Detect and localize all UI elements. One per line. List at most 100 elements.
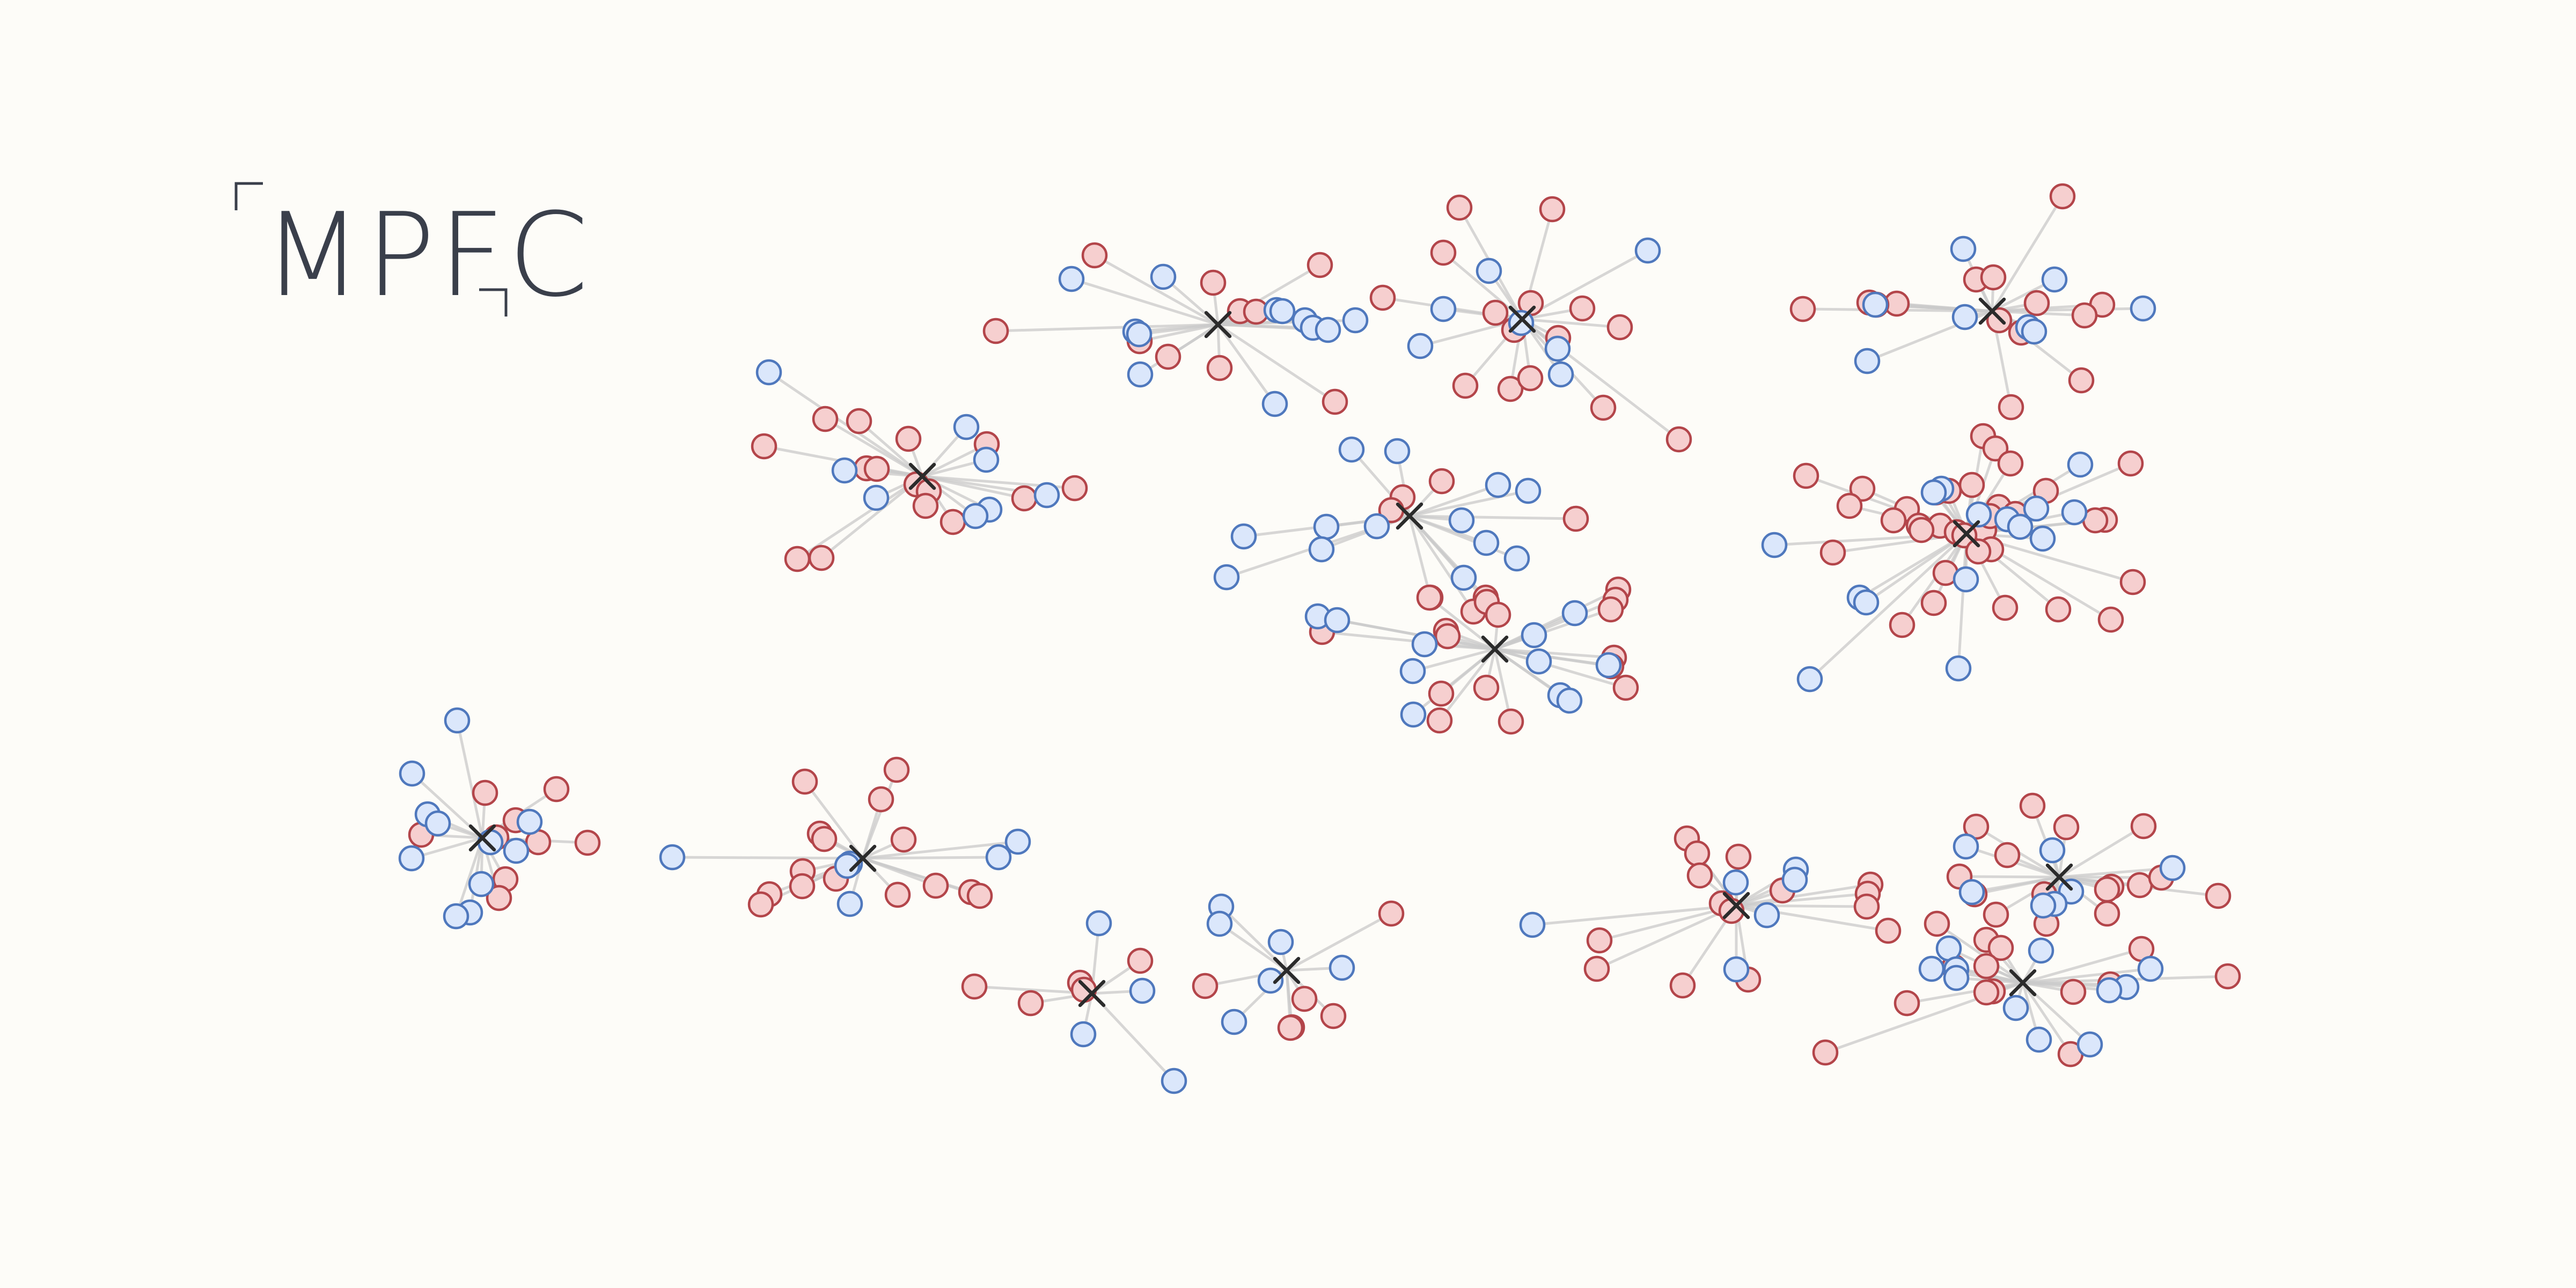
node-red (1428, 468, 1455, 495)
node-red (2119, 569, 2146, 595)
node-red (2060, 978, 2087, 1005)
node-blue (1521, 622, 1547, 649)
node-blue (443, 903, 469, 930)
centroid-stroke (849, 844, 877, 872)
node-red (1812, 1039, 1839, 1066)
node-red (2049, 183, 2076, 210)
node-red (1597, 596, 1624, 623)
node-red (1081, 242, 1108, 269)
node-red (1992, 594, 2019, 621)
centroid-stroke (1508, 305, 1536, 333)
edge-line (1093, 254, 1219, 326)
edge-line (768, 371, 923, 478)
centroid-stroke (1953, 520, 1980, 548)
centroid-layer (468, 297, 2073, 1007)
edge-line (1219, 922, 1288, 972)
node-red (1127, 947, 1154, 974)
centroid-stroke (1204, 311, 1232, 338)
node-blue (1953, 833, 1979, 860)
node-blue (985, 844, 1012, 871)
node-red (1973, 953, 2000, 980)
node-blue (2159, 855, 2186, 881)
node-red (1200, 269, 1227, 296)
node-red (1277, 1014, 1304, 1041)
node-blue (659, 844, 686, 871)
centroid-stroke (468, 824, 496, 852)
node-red (1987, 934, 2014, 961)
edge-line (1439, 648, 1496, 722)
edge-line (796, 475, 923, 561)
edge-line (1412, 647, 1495, 673)
node-red (1998, 394, 2024, 421)
node-blue (1127, 361, 1154, 388)
node-blue (1723, 956, 1750, 983)
edge-line (1991, 195, 2064, 312)
edge-line (1409, 514, 1576, 520)
cluster-centroid-marker (1078, 980, 1106, 1007)
node-blue (1515, 477, 1542, 504)
node-red (2117, 450, 2144, 477)
node-blue (398, 845, 425, 872)
centroid-stroke (1481, 635, 1509, 663)
node-blue (831, 457, 858, 484)
node-red (751, 433, 777, 460)
node-red (2045, 596, 2072, 623)
node-red (1606, 314, 1633, 341)
node-blue (1951, 304, 1978, 330)
node-blue (1315, 317, 1341, 343)
node-blue (2029, 525, 2056, 552)
node-blue (2030, 892, 2057, 919)
node-blue (1150, 263, 1177, 290)
node-red (1793, 462, 1819, 489)
edge-line (1494, 647, 1609, 667)
node-blue (1129, 977, 1156, 1004)
node-red (1980, 264, 2007, 291)
node-blue (1308, 536, 1335, 563)
node-blue (1261, 391, 1288, 417)
node-blue (1753, 902, 1780, 929)
node-blue (1070, 1021, 1097, 1048)
node-blue (2061, 499, 2088, 526)
region-title: MPFC (263, 188, 592, 322)
cluster-centroid-marker (2045, 863, 2073, 891)
node-red (574, 829, 601, 856)
edge-line (1139, 323, 1219, 376)
node-red (808, 544, 835, 571)
node-blue (1862, 291, 1889, 318)
cluster-centroid-marker (1204, 311, 1232, 338)
edge-line (1532, 904, 1737, 926)
node-blue (1547, 361, 1574, 388)
node-red (2023, 290, 2050, 317)
node-blue (1313, 513, 1340, 540)
node-red (1517, 365, 1544, 392)
node-red (1965, 538, 1992, 565)
node-red (1612, 674, 1639, 701)
node-blue (1561, 600, 1588, 627)
edge-line (456, 720, 484, 838)
node-blue (755, 359, 782, 386)
node-blue (1950, 235, 1977, 262)
node-red (1428, 680, 1455, 707)
edge-line (1286, 912, 1392, 972)
node-red (961, 973, 988, 1000)
node-red (1206, 355, 1233, 381)
node-red (1307, 252, 1333, 278)
node-blue (1085, 910, 1112, 937)
edge-line (2021, 982, 2072, 1055)
node-red (922, 872, 949, 899)
node-red (1920, 590, 1947, 616)
edge-line (1071, 277, 1219, 326)
edge-line (995, 323, 1219, 333)
node-red (1725, 843, 1752, 870)
node-blue (1965, 501, 1992, 528)
node-blue (2002, 995, 2029, 1021)
node-red (1684, 840, 1711, 867)
node-red (1665, 426, 1692, 453)
centroid-stroke (1978, 297, 2006, 325)
node-red (868, 786, 894, 813)
node-red (863, 455, 890, 482)
node-blue (1338, 436, 1365, 463)
node-red (472, 779, 498, 806)
node-blue (1722, 869, 1749, 896)
node-blue (1958, 879, 1985, 906)
